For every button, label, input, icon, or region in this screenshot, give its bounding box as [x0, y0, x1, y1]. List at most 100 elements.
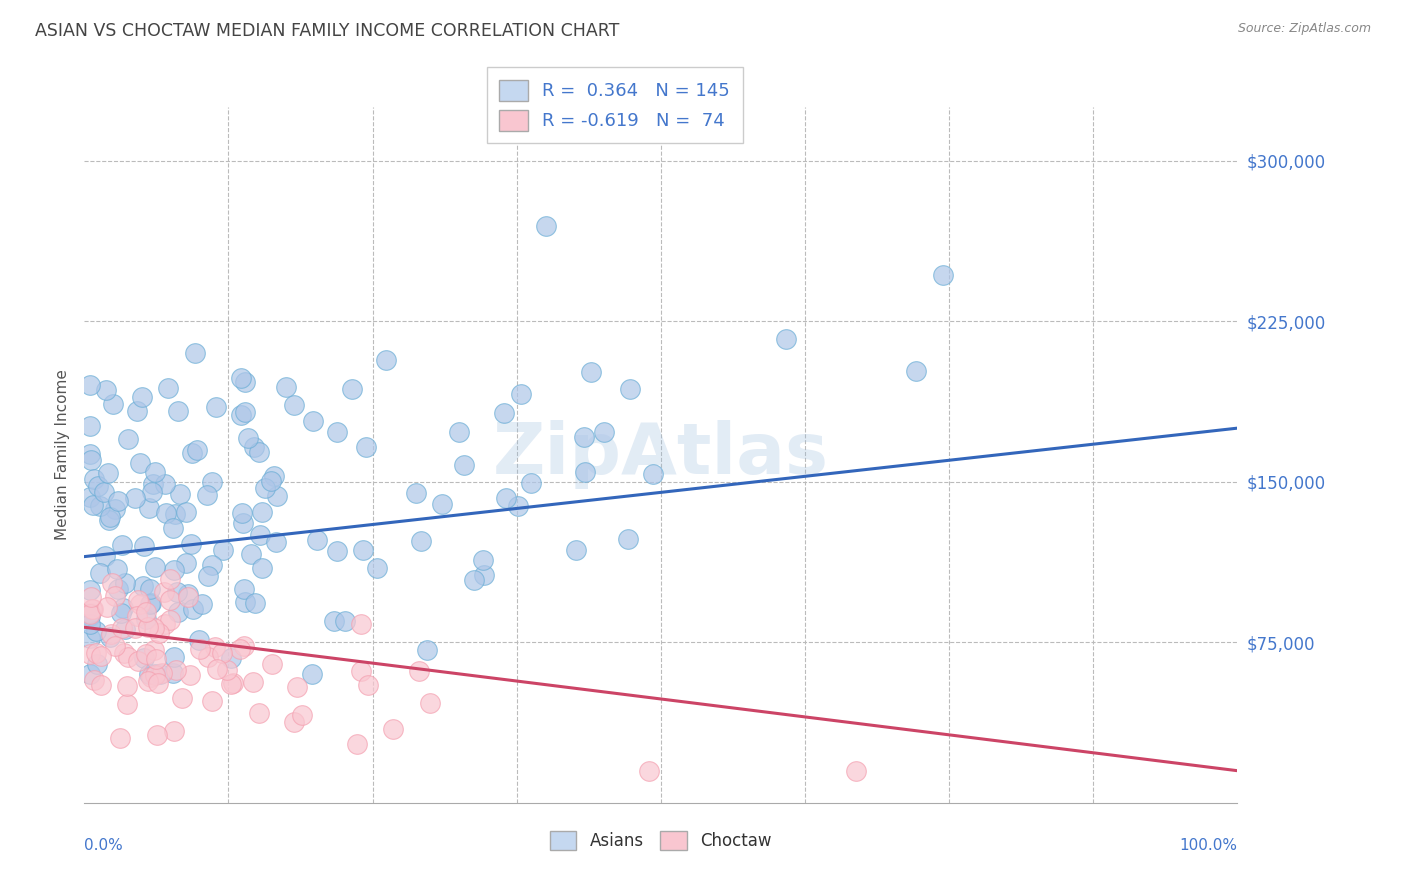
- Point: [139, 597, 162, 611]
- Point: [190, 597, 212, 611]
- Point: [79, 607, 101, 622]
- Point: [219, 677, 242, 691]
- Point: [79, 667, 101, 681]
- Y-axis label: Median Family Income: Median Family Income: [55, 369, 70, 541]
- Point: [103, 589, 125, 603]
- Point: [131, 390, 153, 404]
- Point: [94, 549, 117, 563]
- Point: [141, 484, 163, 499]
- Point: [167, 404, 190, 418]
- Point: [326, 544, 349, 558]
- Point: [638, 764, 661, 778]
- Point: [94, 383, 117, 397]
- Point: [82, 498, 104, 512]
- Point: [509, 386, 531, 401]
- Point: [104, 639, 127, 653]
- Point: [132, 650, 155, 665]
- Point: [132, 539, 155, 553]
- Point: [104, 501, 127, 516]
- Point: [186, 442, 208, 457]
- Point: [135, 647, 157, 661]
- Point: [174, 505, 197, 519]
- Point: [153, 616, 176, 631]
- Point: [79, 378, 101, 392]
- Point: [291, 708, 314, 723]
- Point: [264, 535, 287, 549]
- Point: [142, 621, 165, 635]
- Point: [79, 490, 101, 504]
- Point: [231, 506, 253, 520]
- Point: [492, 407, 515, 421]
- Point: [236, 431, 259, 445]
- Point: [98, 510, 121, 524]
- Point: [150, 665, 173, 680]
- Point: [463, 573, 485, 587]
- Point: [79, 419, 101, 434]
- Point: [419, 696, 441, 710]
- Point: [138, 667, 160, 681]
- Point: [374, 353, 396, 368]
- Point: [471, 553, 494, 567]
- Point: [447, 425, 470, 439]
- Point: [148, 626, 170, 640]
- Point: [592, 425, 614, 440]
- Point: [172, 690, 194, 705]
- Point: [354, 441, 377, 455]
- Point: [105, 562, 128, 576]
- Point: [564, 543, 586, 558]
- Point: [352, 543, 374, 558]
- Point: [153, 585, 176, 599]
- Point: [146, 675, 169, 690]
- Point: [90, 678, 112, 692]
- Point: [233, 582, 256, 597]
- Point: [240, 547, 263, 561]
- Point: [117, 432, 139, 446]
- Point: [212, 542, 235, 557]
- Point: [139, 596, 162, 610]
- Point: [110, 606, 132, 620]
- Point: [233, 405, 256, 419]
- Point: [110, 621, 132, 635]
- Point: [98, 631, 121, 645]
- Point: [285, 680, 308, 694]
- Point: [127, 592, 149, 607]
- Point: [82, 602, 104, 616]
- Point: [166, 584, 188, 599]
- Point: [495, 491, 517, 505]
- Point: [242, 675, 264, 690]
- Point: [180, 537, 202, 551]
- Point: [96, 600, 118, 615]
- Point: [262, 657, 284, 672]
- Point: [101, 576, 124, 591]
- Point: [253, 482, 276, 496]
- Point: [197, 569, 219, 583]
- Point: [100, 626, 122, 640]
- Point: [263, 468, 285, 483]
- Point: [139, 582, 162, 597]
- Point: [205, 400, 228, 414]
- Point: [107, 582, 129, 596]
- Point: [617, 532, 640, 546]
- Point: [83, 472, 105, 486]
- Point: [260, 474, 283, 488]
- Point: [215, 663, 238, 677]
- Point: [112, 646, 135, 660]
- Point: [190, 641, 212, 656]
- Point: [276, 380, 298, 394]
- Point: [204, 640, 226, 655]
- Point: [409, 534, 432, 549]
- Point: [350, 665, 373, 679]
- Point: [138, 674, 160, 689]
- Point: [845, 764, 868, 778]
- Point: [301, 414, 323, 428]
- Point: [266, 489, 288, 503]
- Point: [163, 507, 186, 521]
- Point: [229, 409, 252, 423]
- Point: [233, 595, 256, 609]
- Point: [162, 665, 184, 680]
- Point: [79, 453, 101, 467]
- Point: [219, 651, 242, 665]
- Point: [132, 578, 155, 592]
- Point: [149, 667, 172, 681]
- Point: [346, 737, 368, 751]
